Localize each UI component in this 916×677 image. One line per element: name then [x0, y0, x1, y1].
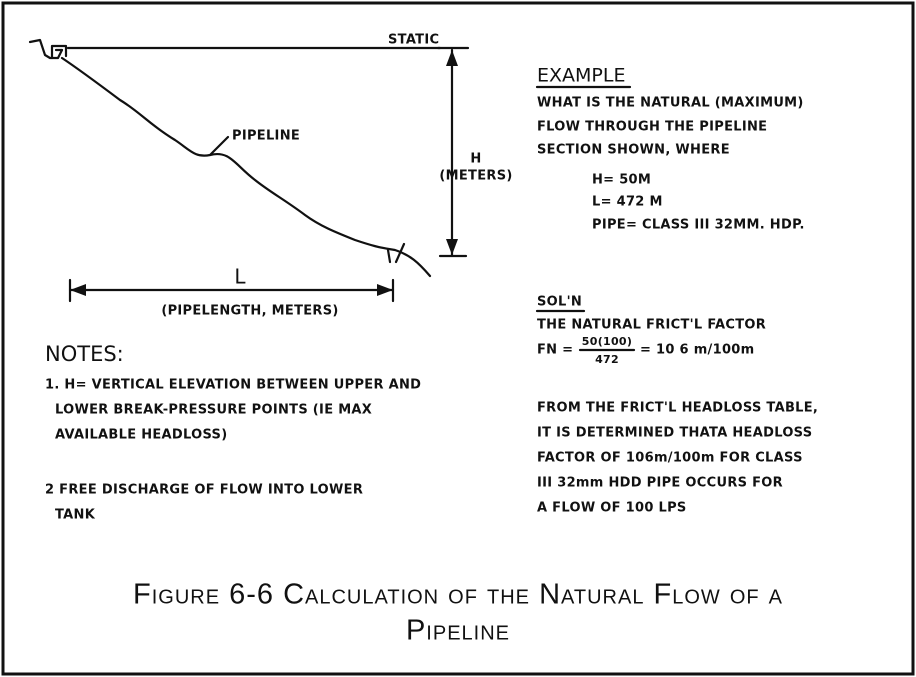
- given: PIPE= CLASS III 32MM. HDP.: [592, 218, 805, 233]
- note-line: 2 FREE DISCHARGE OF FLOW INTO LOWER: [45, 483, 363, 498]
- example-title: EXAMPLE: [537, 65, 625, 87]
- solution-line: A FLOW OF 100 LPS: [537, 501, 687, 516]
- example-line: SECTION SHOWN, WHERE: [537, 143, 730, 158]
- pipeline-profile: [60, 56, 432, 278]
- solution-line: FACTOR OF 106m/100m FOR CLASS: [537, 451, 803, 466]
- formula-numerator: 50(100): [582, 335, 632, 348]
- solution-line: FROM THE FRICT'L HEADLOSS TABLE,: [537, 401, 818, 416]
- solution-line: IT IS DETERMINED THATA HEADLOSS: [537, 426, 812, 441]
- note-line: AVAILABLE HEADLOSS): [55, 428, 227, 443]
- label-h: H: [470, 152, 481, 167]
- upper-tank: [50, 44, 68, 60]
- caption: Pipeline: [406, 615, 510, 647]
- label-pipeline: PIPELINE: [232, 129, 300, 144]
- given: L= 472 M: [592, 195, 663, 210]
- upper-tank-ground: [28, 38, 64, 60]
- note-line: LOWER BREAK-PRESSURE POINTS (IE MAX: [55, 403, 372, 418]
- example-line: WHAT IS THE NATURAL (MAXIMUM): [537, 96, 804, 111]
- caption: Figure 6-6 Calculation of the Natural Fl…: [133, 579, 783, 611]
- sketch: [28, 38, 470, 303]
- formula-denominator: 472: [595, 353, 619, 366]
- pipeline-leader: [208, 135, 230, 157]
- note-line: 1. H= VERTICAL ELEVATION BETWEEN UPPER A…: [45, 378, 421, 393]
- notes-title: NOTES:: [45, 342, 124, 366]
- solution-line: THE NATURAL FRICT'L FACTOR: [537, 318, 766, 333]
- lower-tank: [386, 242, 406, 264]
- given: H= 50M: [592, 173, 651, 188]
- example-line: FLOW THROUGH THE PIPELINE: [537, 120, 767, 135]
- label-l-unit: (PIPELENGTH, METERS): [161, 304, 338, 319]
- label-l: L: [234, 265, 246, 289]
- label-h-unit: (METERS): [439, 169, 512, 184]
- solution-line: III 32mm HDD PIPE OCCURS FOR: [537, 476, 783, 491]
- formula-rhs: = 10 6 m/100m: [640, 343, 754, 358]
- label-static: STATIC: [388, 33, 439, 48]
- note-line: TANK: [55, 508, 96, 523]
- formula-lhs: FN =: [537, 343, 573, 358]
- solution-title: SOL'N: [537, 295, 582, 310]
